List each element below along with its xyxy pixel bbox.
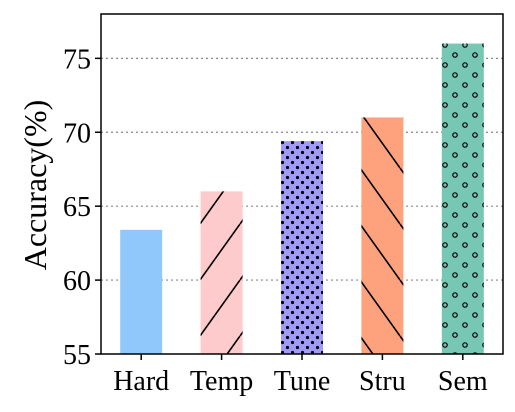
y-axis-label: Accuracy(%) — [17, 100, 53, 271]
y-tick-label-70: 70 — [63, 118, 91, 149]
bar-hard — [120, 229, 163, 354]
x-tick-label-sem: Sem — [438, 366, 488, 397]
y-tick-label-60: 60 — [63, 266, 91, 297]
y-tick-label-75: 75 — [63, 44, 91, 75]
bar-hatch-stru — [361, 117, 404, 354]
y-tick-label-55: 55 — [63, 340, 91, 371]
x-tick-label-tune: Tune — [274, 366, 331, 397]
bar-hatch-tune — [281, 141, 323, 354]
y-tick-label-65: 65 — [63, 192, 91, 223]
y-axis-ticks: 55 60 65 70 75 — [63, 44, 101, 371]
x-tick-label-temp: Temp — [190, 366, 253, 397]
bars — [120, 43, 484, 354]
bar-hatch-temp — [200, 191, 243, 354]
x-tick-label-stru: Stru — [359, 366, 406, 397]
x-axis-ticks: Hard Temp Tune Stru Sem — [113, 354, 488, 397]
bar-hatch-sem — [441, 43, 484, 354]
x-tick-label-hard: Hard — [113, 366, 169, 397]
